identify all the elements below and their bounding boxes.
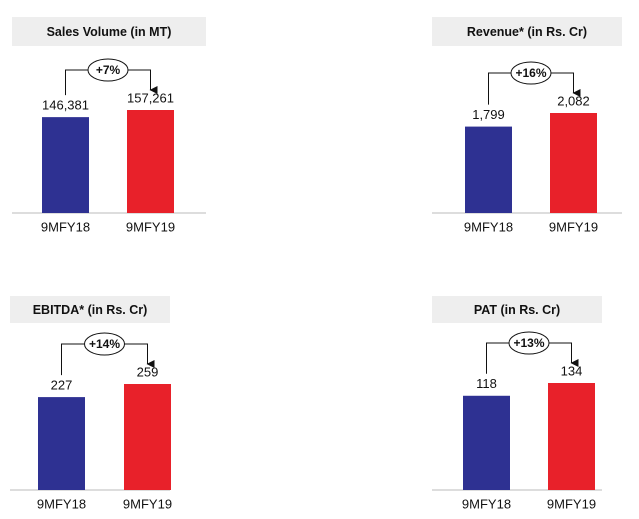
bar xyxy=(42,117,89,213)
value-label: 157,261 xyxy=(127,90,174,105)
value-label: 146,381 xyxy=(42,98,89,113)
value-label: 118 xyxy=(476,376,497,391)
value-label: 1,799 xyxy=(472,107,505,122)
category-label: 9MFY18 xyxy=(41,219,90,234)
value-label: 259 xyxy=(137,364,159,379)
title-box xyxy=(432,296,602,323)
value-label: 227 xyxy=(51,378,73,393)
growth-label: +14% xyxy=(89,337,120,351)
category-label: 9MFY18 xyxy=(37,496,86,511)
chart-title: EBITDA* (in Rs. Cr) xyxy=(33,303,148,317)
value-label: 2,082 xyxy=(557,93,590,108)
growth-label: +13% xyxy=(513,336,544,350)
growth-oval xyxy=(510,61,552,85)
bar xyxy=(127,110,174,213)
chart-title: PAT (in Rs. Cr) xyxy=(474,303,560,317)
title-box xyxy=(10,296,170,323)
category-label: 9MFY19 xyxy=(547,496,596,511)
category-label: 9MFY19 xyxy=(549,219,598,234)
bar xyxy=(550,113,597,213)
growth-label: +7% xyxy=(96,63,121,77)
title-box xyxy=(432,17,622,46)
bar xyxy=(465,126,512,213)
category-label: 9MFY19 xyxy=(126,219,175,234)
category-label: 9MFY18 xyxy=(464,219,513,234)
title-box xyxy=(12,17,206,46)
category-label: 9MFY19 xyxy=(123,496,172,511)
growth-oval xyxy=(508,331,550,355)
growth-oval xyxy=(87,58,129,82)
category-label: 9MFY18 xyxy=(462,496,511,511)
chart-title: Sales Volume (in MT) xyxy=(47,25,172,39)
bar xyxy=(463,395,510,490)
growth-oval xyxy=(84,332,125,356)
bar xyxy=(38,397,85,490)
chart-title: Revenue* (in Rs. Cr) xyxy=(467,25,587,39)
growth-label: +16% xyxy=(515,66,546,80)
value-label: 134 xyxy=(561,363,583,378)
bar xyxy=(548,383,595,490)
bar xyxy=(124,384,171,490)
